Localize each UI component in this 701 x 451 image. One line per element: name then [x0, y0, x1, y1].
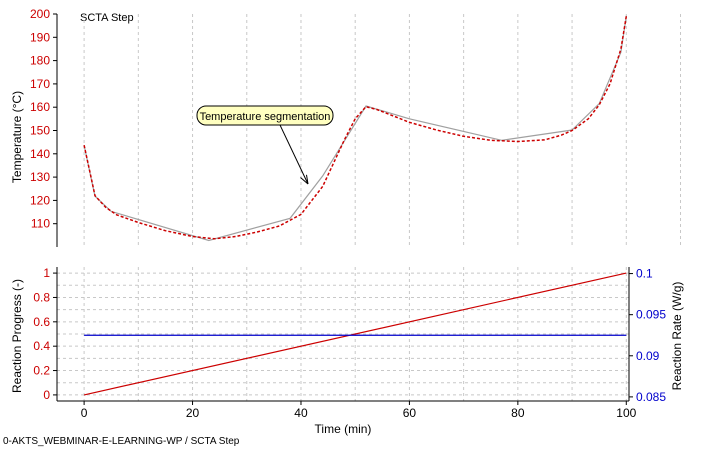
- bottom-axes: 0 0.2 0.4 0.6 0.8 1 0.085 0.09 0.095 0.1 0 20 40 60 80…: [33, 266, 666, 420]
- top-chart-title: SCTA Step: [80, 12, 134, 24]
- left-y-tick-label: 0.2: [33, 364, 50, 378]
- annotation-box: [196, 105, 334, 126]
- top-y-axis: 110 120 130 140 150 160 170 180 190 200: [30, 7, 58, 247]
- x-tick-label: 20: [186, 406, 200, 420]
- left-y-tick-label: 0.8: [33, 290, 50, 304]
- top-y-tick-label: 130: [30, 170, 50, 184]
- left-y-tick-label: 1: [43, 266, 50, 280]
- right-y-tick-label: 0.095: [636, 308, 666, 322]
- annotation-arrow: [279, 124, 309, 185]
- right-y-tick-label: 0.09: [636, 349, 660, 363]
- top-y-tick-label: 120: [30, 193, 50, 207]
- bottom-right-y-axis-label: Reaction Rate (W/g): [670, 282, 684, 391]
- top-y-axis-label: Temperature (°C): [10, 91, 24, 183]
- annotation-arrowhead: [300, 174, 309, 185]
- right-y-tick-label: 0.1: [636, 267, 653, 281]
- top-series-group: [83, 15, 628, 242]
- x-tick-label: 40: [294, 406, 308, 420]
- top-y-tick-label: 110: [31, 217, 50, 231]
- annotation-label: Temperature segmentation: [200, 111, 331, 123]
- reaction-panel: 0 0.2 0.4 0.6 0.8 1 0.085 0.09 0.095 0.1 0 20 40 60 80…: [10, 266, 684, 436]
- top-y-tick-label: 200: [30, 7, 50, 21]
- top-series-line-model: [83, 16, 628, 240]
- temperature-panel: SCTA Step 110 120 130 140 150 160 170 180 190 200…: [10, 7, 682, 247]
- top-y-tick-label: 190: [30, 30, 50, 44]
- x-tick-label: 0: [81, 406, 88, 420]
- bottom-left-y-axis-label: Reaction Progress (-): [10, 279, 24, 393]
- left-y-tick-label: 0: [43, 388, 50, 402]
- left-y-tick-label: 0.4: [33, 339, 50, 353]
- x-tick-label: 80: [511, 406, 525, 420]
- x-axis-label: Time (min): [315, 422, 372, 436]
- annotation-group: Temperature segmentation: [196, 105, 334, 185]
- footer-caption: 0-AKTS_WEBMINAR-E-LEARNING-WP / SCTA Ste…: [3, 436, 240, 447]
- top-y-tick-label: 180: [30, 54, 50, 68]
- bottom-grid: [57, 267, 629, 401]
- bottom-series-group: [83, 272, 627, 396]
- left-y-tick-label: 0.6: [33, 315, 50, 329]
- reaction-progress-line: [83, 272, 627, 396]
- right-y-tick-label: 0.085: [636, 390, 666, 404]
- x-tick-label: 100: [616, 406, 636, 420]
- top-y-tick-label: 160: [30, 100, 50, 114]
- x-tick-label: 60: [403, 406, 417, 420]
- top-y-tick-label: 140: [30, 147, 50, 161]
- top-y-tick-label: 170: [30, 77, 50, 91]
- top-grid: [83, 14, 682, 247]
- top-y-tick-label: 150: [30, 124, 50, 138]
